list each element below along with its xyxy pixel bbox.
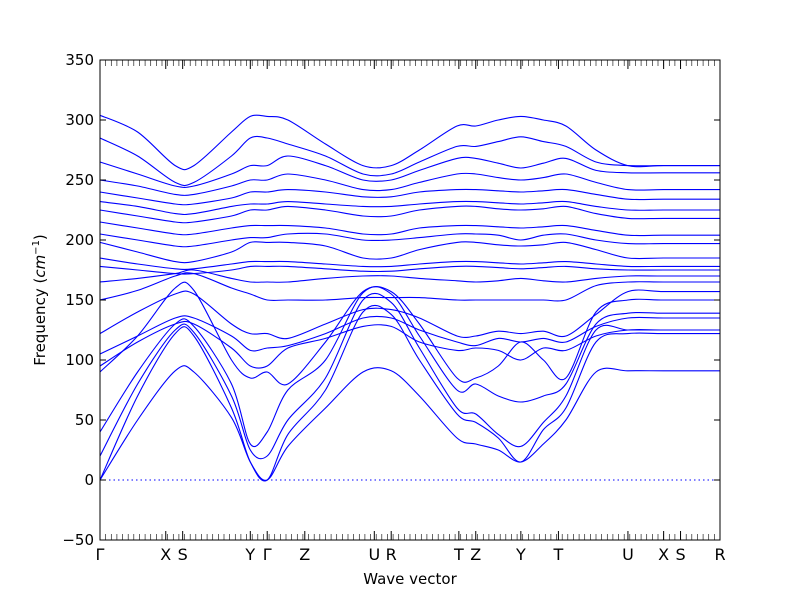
x-axis-label: Wave vector — [363, 570, 457, 588]
band-line-14 — [99, 232, 720, 248]
y-tick-label-6: 250 — [65, 171, 94, 189]
y-axis-label: Frequency (cm−1) — [31, 234, 49, 366]
y-tick-label-7: 300 — [65, 111, 94, 129]
band-line-8 — [99, 289, 720, 340]
kpoint-label-6: U — [368, 545, 380, 564]
band-line-2 — [99, 304, 720, 482]
band-line-6 — [99, 320, 720, 369]
band-line-16 — [99, 205, 720, 224]
band-line-12 — [99, 257, 720, 270]
plot-area — [100, 60, 720, 540]
band-line-15 — [99, 221, 720, 237]
y-axis-label-unit: cm — [31, 255, 49, 278]
kpoint-minor-ticks — [99, 60, 721, 540]
y-tick-label-0: −50 — [62, 531, 94, 549]
band-line-1 — [99, 365, 720, 481]
band-line-19 — [99, 172, 720, 196]
band-line-17 — [99, 200, 720, 216]
y-axis-label-exponent: −1 — [31, 240, 42, 255]
y-tick-label-5: 200 — [65, 231, 94, 249]
kpoint-label-13: X — [658, 545, 669, 564]
y-tick-label-2: 50 — [75, 411, 94, 429]
y-tick-label-4: 150 — [65, 291, 94, 309]
y-axis-label-close: ) — [31, 234, 49, 240]
kpoint-label-15: R — [714, 545, 725, 564]
kpoint-label-1: X — [160, 545, 171, 564]
kpoint-label-11: T — [553, 545, 564, 564]
kpoint-label-9: Z — [470, 545, 481, 564]
kpoint-label-0: Γ — [96, 545, 105, 564]
band-line-9 — [99, 272, 720, 302]
kpoint-label-10: Y — [515, 545, 526, 564]
kpoint-label-7: R — [386, 545, 397, 564]
band-line-20 — [99, 155, 720, 188]
band-line-13 — [99, 241, 720, 264]
y-tick-label-3: 100 — [65, 351, 94, 369]
kpoint-label-2: S — [178, 545, 188, 564]
band-line-21 — [99, 135, 720, 187]
band-line-10 — [99, 269, 720, 283]
band-line-11 — [99, 265, 720, 275]
y-axis-label-text: Frequency ( — [31, 278, 49, 366]
band-line-22 — [99, 114, 720, 171]
kpoint-label-12: U — [622, 545, 634, 564]
y-axis-ticks: −50 0 50 100 150 200 250 300 350 — [62, 51, 720, 549]
y-tick-label-1: 0 — [84, 471, 94, 489]
band-lines — [99, 114, 720, 482]
band-line-4 — [99, 286, 720, 448]
band-line-18 — [99, 188, 720, 206]
kpoint-label-14: S — [675, 545, 685, 564]
kpoint-label-4: Γ — [263, 545, 272, 564]
kpoint-label-3: Y — [244, 545, 255, 564]
band-line-5 — [99, 281, 720, 386]
kpoint-label-5: Z — [299, 545, 310, 564]
band-line-7 — [99, 315, 720, 355]
y-tick-label-8: 350 — [65, 51, 94, 69]
kpoint-label-8: T — [453, 545, 464, 564]
